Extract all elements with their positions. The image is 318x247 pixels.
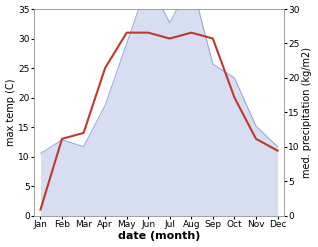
Y-axis label: max temp (C): max temp (C)	[5, 79, 16, 146]
Y-axis label: med. precipitation (kg/m2): med. precipitation (kg/m2)	[302, 47, 313, 178]
X-axis label: date (month): date (month)	[118, 231, 200, 242]
